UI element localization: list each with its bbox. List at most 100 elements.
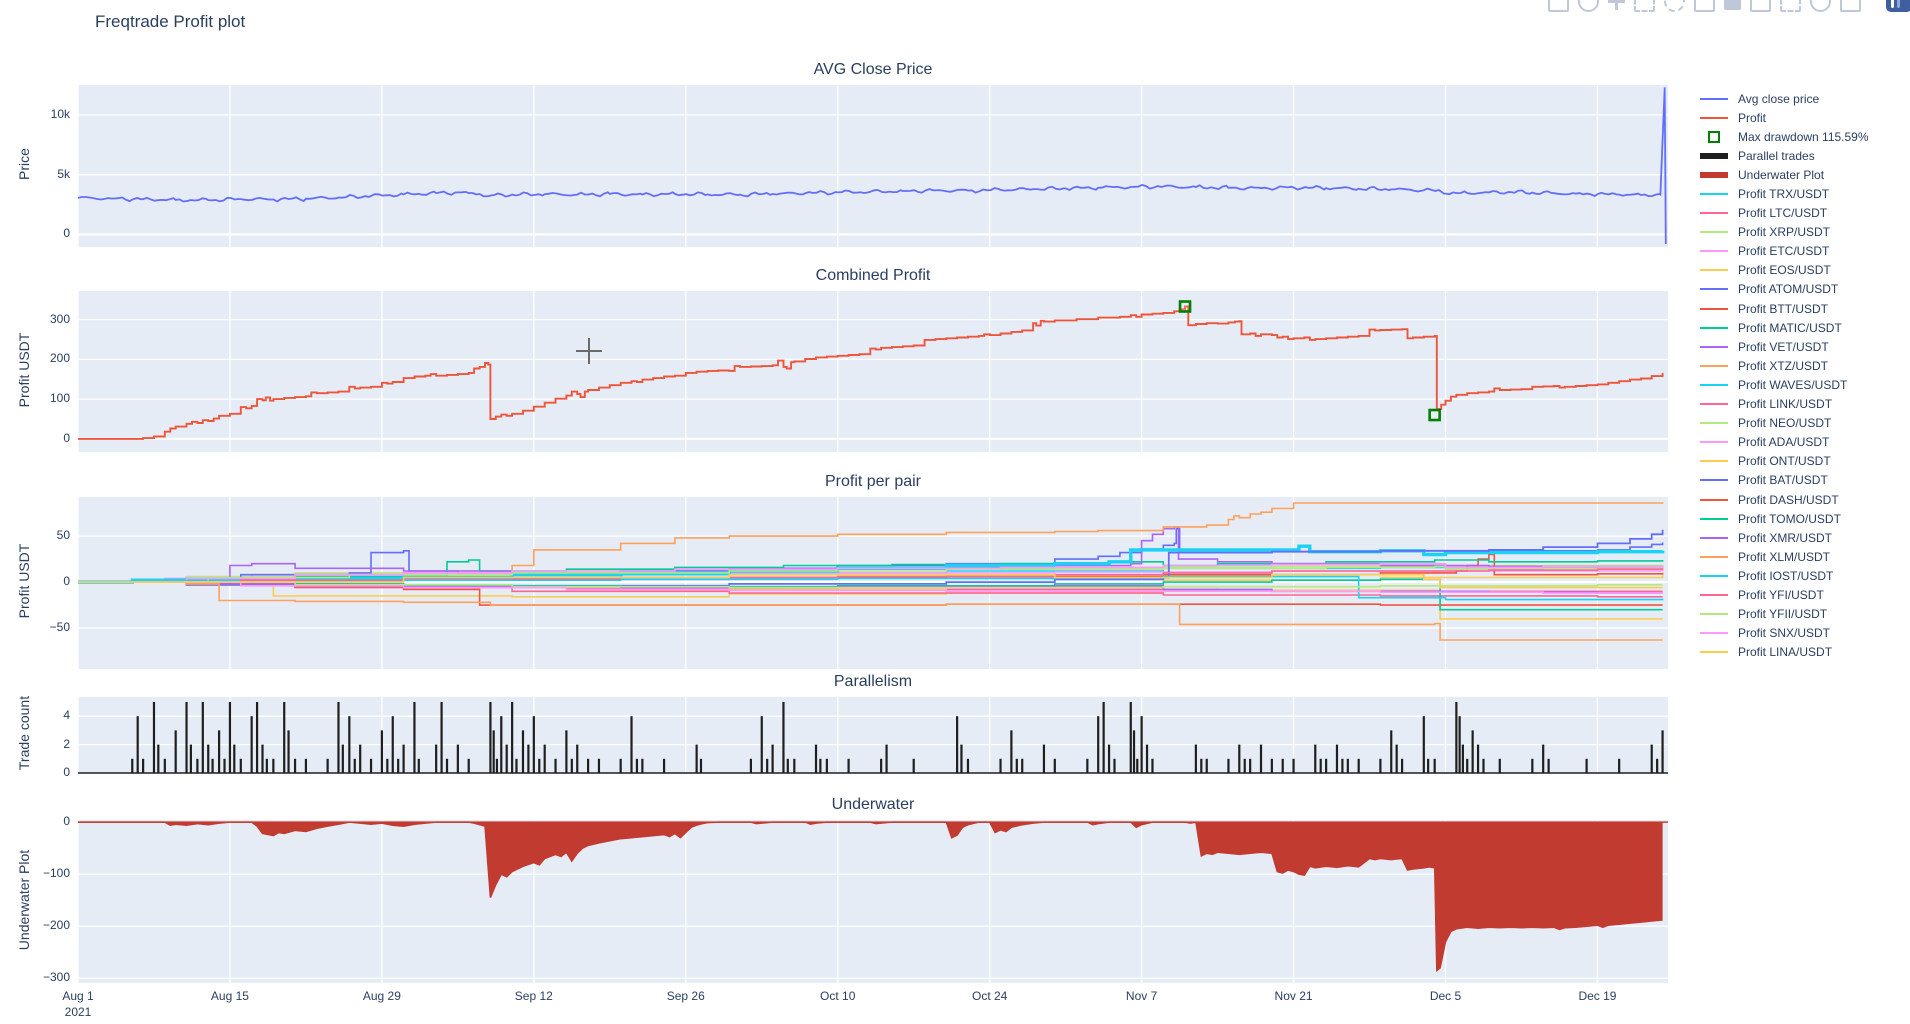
- swatch: [1700, 613, 1728, 616]
- lasso-select-icon[interactable]: [1664, 0, 1685, 12]
- swatch: [1700, 307, 1728, 310]
- legend-item-label: Profit MATIC/USDT: [1738, 320, 1842, 335]
- legend-item-profit-xtz-usdt[interactable]: Profit XTZ/USDT: [1700, 356, 1869, 375]
- parallelism-bar: [1379, 758, 1382, 773]
- modebar: [1548, 0, 1910, 13]
- zoom-icon[interactable]: [1578, 0, 1599, 12]
- plot-area-0[interactable]: [78, 85, 1668, 247]
- legend-item-profit-ltc-usdt[interactable]: Profit LTC/USDT: [1700, 204, 1869, 223]
- legend-item-profit-xmr-usdt[interactable]: Profit XMR/USDT: [1700, 528, 1869, 547]
- legend-item-profit-waves-usdt[interactable]: Profit WAVES/USDT: [1700, 375, 1869, 394]
- parallelism-bar: [782, 701, 785, 773]
- swatch: [1700, 364, 1728, 367]
- plot-area-3[interactable]: [78, 697, 1668, 773]
- legend-item-profit-matic-usdt[interactable]: Profit MATIC/USDT: [1700, 318, 1869, 337]
- parallelism-bar: [641, 758, 644, 773]
- parallelism-bar: [1422, 716, 1425, 773]
- legend-item-profit-vet-usdt[interactable]: Profit VET/USDT: [1700, 337, 1869, 356]
- legend-swatch-icon: [1700, 97, 1730, 100]
- series-profit-yfii-usdt: [78, 581, 1663, 589]
- legend-item-profit-eos-usdt[interactable]: Profit EOS/USDT: [1700, 261, 1869, 280]
- legend-item-label: Profit XTZ/USDT: [1738, 358, 1829, 373]
- y-tick-label: −50: [49, 620, 70, 635]
- legend-item-underwater-plot[interactable]: Underwater Plot: [1700, 165, 1869, 184]
- legend-item-profit-yfi-usdt[interactable]: Profit YFI/USDT: [1700, 585, 1869, 604]
- x-tick-label: Oct 10: [820, 989, 856, 1003]
- parallelism-bar: [391, 716, 394, 773]
- legend-swatch-icon: [1700, 441, 1730, 444]
- parallelism-bar: [1129, 701, 1132, 773]
- parallelism-bar: [397, 758, 400, 773]
- parallelism-bar: [1498, 758, 1501, 773]
- legend-item-profit[interactable]: Profit: [1700, 108, 1869, 127]
- y-tick-label: 0: [63, 226, 70, 241]
- legend-item-label: Profit LTC/USDT: [1738, 206, 1828, 221]
- legend-item-profit-bat-usdt[interactable]: Profit BAT/USDT: [1700, 471, 1869, 490]
- legend-item-profit-xlm-usdt[interactable]: Profit XLM/USDT: [1700, 547, 1869, 566]
- y-tick-label: −300: [42, 970, 70, 985]
- legend-item-profit-xrp-usdt[interactable]: Profit XRP/USDT: [1700, 223, 1869, 242]
- legend-item-profit-ada-usdt[interactable]: Profit ADA/USDT: [1700, 433, 1869, 452]
- legend-item-avg-close-price[interactable]: Avg close price: [1700, 89, 1869, 108]
- pan-icon[interactable]: [1608, 0, 1625, 10]
- legend-item-label: Profit TOMO/USDT: [1738, 511, 1841, 526]
- parallelism-bar: [287, 730, 290, 773]
- legend-item-profit-lina-usdt[interactable]: Profit LINA/USDT: [1700, 643, 1869, 662]
- parallelism-bar: [1531, 758, 1534, 773]
- legend-item-profit-atom-usdt[interactable]: Profit ATOM/USDT: [1700, 280, 1869, 299]
- x-tick-year-label: 2021: [64, 1005, 92, 1019]
- reset-axes-icon[interactable]: [1780, 0, 1801, 12]
- parallelism-bar: [847, 758, 850, 773]
- box-select-icon[interactable]: [1634, 0, 1655, 12]
- legend-item-profit-tomo-usdt[interactable]: Profit TOMO/USDT: [1700, 509, 1869, 528]
- legend-item-profit-snx-usdt[interactable]: Profit SNX/USDT: [1700, 624, 1869, 643]
- parallelism-bar: [1650, 744, 1653, 773]
- legend-item-profit-iost-usdt[interactable]: Profit IOST/USDT: [1700, 566, 1869, 585]
- parallelism-bar: [1145, 744, 1149, 773]
- legend-swatch-icon: [1700, 555, 1730, 558]
- parallelism-bar: [1395, 744, 1398, 773]
- x-tick-label: Aug 29: [362, 989, 401, 1003]
- legend-item-profit-trx-usdt[interactable]: Profit TRX/USDT: [1700, 184, 1869, 203]
- parallelism-bar: [201, 701, 204, 773]
- download-plot-icon[interactable]: [1548, 0, 1569, 12]
- plot-area-1[interactable]: [78, 291, 1668, 452]
- legend-item-profit-ont-usdt[interactable]: Profit ONT/USDT: [1700, 452, 1869, 471]
- parallelism-bar: [511, 701, 514, 773]
- toggle-spikelines-icon[interactable]: [1810, 0, 1831, 12]
- legend-item-label: Profit YFI/USDT: [1738, 587, 1824, 602]
- plotly-logo[interactable]: [1886, 0, 1910, 12]
- legend-item-profit-yfii-usdt[interactable]: Profit YFII/USDT: [1700, 605, 1869, 624]
- parallelism-bar: [492, 730, 495, 773]
- legend-item-max-drawdown-115-59-[interactable]: Max drawdown 115.59%: [1700, 127, 1869, 146]
- parallelism-bar: [386, 758, 389, 773]
- subplot-title-parallelism: Parallelism: [833, 673, 913, 690]
- legend-item-profit-neo-usdt[interactable]: Profit NEO/USDT: [1700, 414, 1869, 433]
- parallelism-bar: [185, 701, 188, 773]
- parallelism-bar: [337, 701, 340, 773]
- swatch: [1700, 193, 1728, 196]
- parallelism-bar: [505, 744, 508, 773]
- parallelism-bar: [1427, 758, 1430, 773]
- autoscale-icon[interactable]: [1750, 0, 1771, 12]
- y-tick-label: 0: [63, 814, 70, 829]
- series-profit-xtz-usdt: [78, 502, 1664, 583]
- legend-item-profit-link-usdt[interactable]: Profit LINK/USDT: [1700, 395, 1869, 414]
- hover-compare-icon[interactable]: [1840, 0, 1861, 12]
- legend-item-label: Profit LINA/USDT: [1738, 645, 1833, 660]
- parallelism-bar: [1205, 758, 1208, 773]
- legend-item-parallel-trades[interactable]: Parallel trades: [1700, 146, 1869, 165]
- legend-item-profit-etc-usdt[interactable]: Profit ETC/USDT: [1700, 242, 1869, 261]
- y-tick-label: 2: [63, 736, 70, 751]
- zoom-in-icon[interactable]: [1694, 0, 1715, 12]
- parallelism-bar: [1021, 758, 1024, 773]
- legend-item-profit-dash-usdt[interactable]: Profit DASH/USDT: [1700, 490, 1869, 509]
- legend-item-profit-btt-usdt[interactable]: Profit BTT/USDT: [1700, 299, 1869, 318]
- page-title: Freqtrade Profit plot: [95, 12, 246, 31]
- parallelism-bar: [500, 716, 503, 773]
- parallelism-bar: [196, 758, 199, 773]
- zoom-out-icon[interactable]: [1724, 0, 1741, 10]
- swatch: [1700, 97, 1728, 100]
